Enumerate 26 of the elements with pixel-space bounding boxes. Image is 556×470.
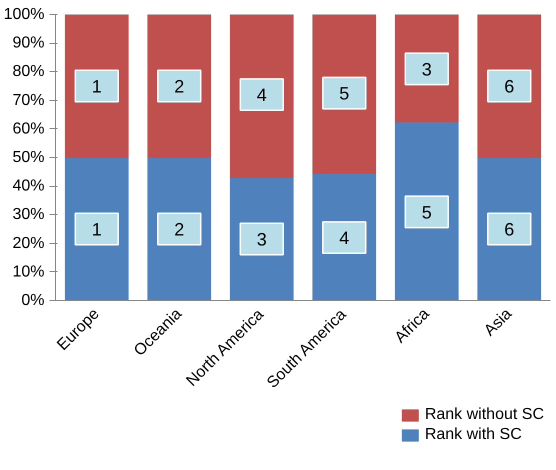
legend-label: Rank without SC — [424, 406, 544, 424]
annotation: 3 — [256, 230, 267, 250]
annotation: 2 — [174, 220, 184, 240]
y-tick-label: 40% — [12, 178, 45, 195]
y-tick-label: 10% — [12, 263, 45, 280]
annotation: 5 — [422, 202, 432, 222]
y-tick-label: 70% — [12, 92, 45, 109]
legend-label: Rank with SC — [424, 426, 522, 444]
annotation: 4 — [339, 228, 350, 248]
annotation: 2 — [174, 76, 184, 96]
annotation: 3 — [422, 59, 432, 80]
annotation: 1 — [92, 76, 102, 96]
annotation: 4 — [256, 85, 267, 106]
y-tick-label: 60% — [12, 120, 45, 138]
x-tick-label: Asia — [481, 305, 516, 340]
annotation: 1 — [92, 220, 102, 240]
y-tick-label: 80% — [12, 63, 45, 80]
annotation: 6 — [504, 220, 514, 240]
y-tick-label: 0% — [21, 292, 44, 309]
annotation: 6 — [504, 76, 514, 96]
y-tick-label: 30% — [12, 206, 45, 224]
annotation: 5 — [339, 84, 350, 104]
y-tick-label: 20% — [12, 234, 45, 252]
y-tick-label: 90% — [12, 34, 45, 52]
y-tick-label: 50% — [12, 149, 45, 166]
y-tick-label: 100% — [4, 6, 44, 23]
